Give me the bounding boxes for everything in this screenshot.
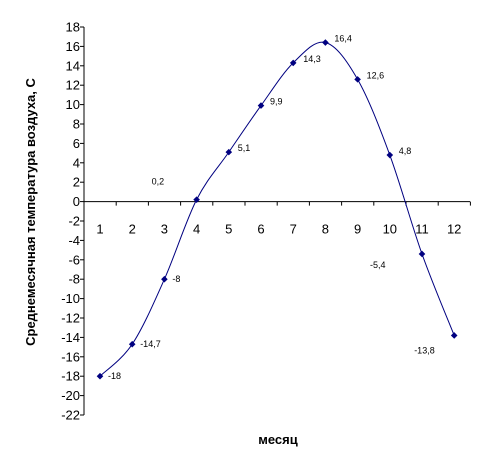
y-tick-label: 12 bbox=[66, 78, 80, 93]
series-line bbox=[99, 41, 455, 377]
x-tick-label: 9 bbox=[354, 222, 361, 237]
y-tick-label: 0 bbox=[73, 194, 80, 209]
y-tick-label: -12 bbox=[61, 311, 80, 326]
data-point-marker bbox=[161, 275, 168, 283]
x-tick-label: 3 bbox=[161, 222, 168, 237]
data-label: 16,4 bbox=[334, 34, 352, 44]
y-tick-label: 10 bbox=[66, 97, 80, 112]
y-tick-label: 8 bbox=[73, 117, 80, 132]
data-label: 0,2 bbox=[152, 177, 165, 187]
y-tick-label: 4 bbox=[73, 155, 80, 170]
data-point-marker bbox=[386, 151, 394, 159]
data-point-marker bbox=[225, 148, 233, 156]
y-tick-label: 16 bbox=[66, 39, 80, 54]
y-axis-title: Среднемесячная температура воздуха, С bbox=[23, 77, 38, 345]
data-label: -14,7 bbox=[140, 339, 161, 349]
y-tick-label: -4 bbox=[68, 233, 80, 248]
y-tick-label: -22 bbox=[61, 408, 80, 423]
data-label: 9,9 bbox=[270, 97, 283, 107]
x-tick-label: 11 bbox=[415, 222, 429, 237]
data-label: 4,8 bbox=[399, 146, 412, 156]
x-tick-label: 2 bbox=[129, 222, 136, 237]
x-axis: 1 2 3 4 5 6 7 8 9 10 11 12 bbox=[83, 201, 471, 237]
data-point-marker bbox=[354, 76, 361, 83]
data-label: -8 bbox=[172, 274, 180, 284]
data-point-marker bbox=[193, 196, 200, 203]
y-tick-label: -14 bbox=[61, 330, 80, 345]
x-axis-title: месяц bbox=[258, 432, 297, 447]
y-tick-label: -2 bbox=[68, 214, 80, 229]
data-label: 5,1 bbox=[238, 143, 251, 153]
data-point-marker bbox=[289, 59, 297, 67]
y-tick-label: -6 bbox=[68, 252, 80, 267]
data-points bbox=[96, 39, 458, 380]
y-tick-label: -10 bbox=[61, 291, 80, 306]
y-axis: 18 16 14 12 10 8 6 4 2 0 -2 -4 -6 -8 -10 -12 -14 -16 -18 -2… bbox=[61, 20, 85, 423]
data-point-marker bbox=[418, 250, 426, 258]
y-tick-label: 18 bbox=[66, 20, 80, 35]
x-tick-label: 10 bbox=[383, 222, 397, 237]
y-tick-label: 2 bbox=[73, 175, 80, 190]
data-point-marker bbox=[257, 102, 265, 109]
data-point-marker bbox=[450, 332, 458, 339]
data-label: 12,6 bbox=[367, 70, 385, 80]
data-point-marker bbox=[128, 340, 136, 348]
data-point-marker bbox=[322, 39, 329, 46]
x-tick-label: 7 bbox=[290, 222, 297, 237]
x-tick-label: 5 bbox=[225, 222, 232, 237]
data-label: -5,4 bbox=[370, 260, 386, 270]
data-labels: -18 -14,7 -8 0,2 5,1 9,9 14,3 16,4 12,6 4,8 -5,4 -1… bbox=[108, 34, 435, 382]
x-tick-label: 12 bbox=[447, 222, 461, 237]
data-label: -13,8 bbox=[414, 345, 435, 355]
data-label: 14,3 bbox=[303, 54, 321, 64]
y-tick-label: -8 bbox=[68, 272, 80, 287]
x-tick-label: 1 bbox=[96, 222, 103, 237]
x-tick-label: 8 bbox=[322, 222, 329, 237]
data-point-marker bbox=[96, 372, 104, 380]
y-tick-label: 6 bbox=[73, 136, 80, 151]
y-tick-label: -18 bbox=[61, 369, 80, 384]
y-tick-label: -20 bbox=[61, 388, 80, 403]
y-tick-label: -16 bbox=[61, 349, 80, 364]
data-label: -18 bbox=[108, 371, 121, 381]
x-tick-label: 6 bbox=[257, 222, 264, 237]
y-tick-label: 14 bbox=[66, 58, 80, 73]
x-tick-label: 4 bbox=[193, 222, 200, 237]
